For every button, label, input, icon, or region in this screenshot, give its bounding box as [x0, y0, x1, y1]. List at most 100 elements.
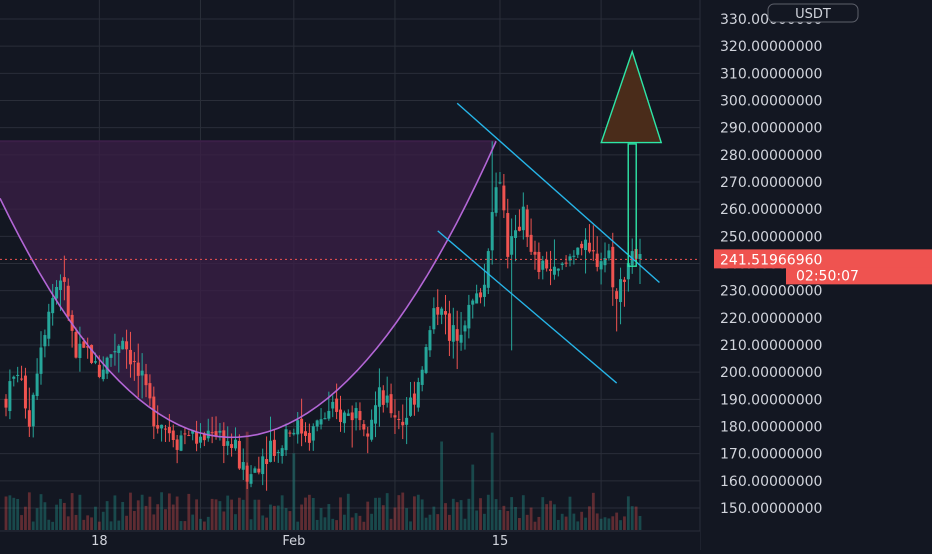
candle-body[interactable] [366, 433, 370, 437]
candle-body[interactable] [502, 185, 506, 211]
candle-body[interactable] [412, 393, 416, 405]
candle-body[interactable] [163, 428, 167, 430]
candle-body[interactable] [622, 279, 626, 282]
candle-body[interactable] [78, 343, 82, 358]
candle-body[interactable] [409, 397, 413, 416]
drawings-front[interactable] [0, 49, 700, 439]
candle-body[interactable] [23, 375, 27, 409]
candle-body[interactable] [214, 431, 218, 437]
candle-body[interactable] [132, 361, 136, 363]
candle-body[interactable] [615, 291, 619, 299]
candle-body[interactable] [335, 398, 339, 412]
candle-body[interactable] [303, 431, 307, 436]
candle-body[interactable] [529, 234, 533, 252]
candle-body[interactable] [374, 405, 378, 424]
candle-body[interactable] [389, 394, 393, 414]
candle-body[interactable] [463, 325, 467, 332]
candle-body[interactable] [191, 430, 195, 434]
candle-body[interactable] [292, 432, 296, 435]
candle-body[interactable] [272, 439, 276, 456]
candle-body[interactable] [125, 341, 129, 350]
candle-body[interactable] [619, 279, 623, 303]
candle-body[interactable] [560, 263, 564, 265]
candle-body[interactable] [51, 298, 55, 314]
candle-body[interactable] [572, 255, 576, 257]
candle-body[interactable] [576, 247, 580, 255]
candle-body[interactable] [179, 435, 183, 451]
candle-body[interactable] [241, 462, 245, 470]
candle-body[interactable] [300, 418, 304, 434]
candle-body[interactable] [533, 251, 537, 255]
candle-body[interactable] [156, 425, 160, 429]
candle-body[interactable] [167, 426, 171, 434]
candle-body[interactable] [140, 370, 144, 376]
candle-body[interactable] [109, 354, 113, 358]
candle-body[interactable] [307, 432, 311, 443]
candle-body[interactable] [444, 311, 448, 315]
candle-body[interactable] [607, 250, 611, 259]
candle-body[interactable] [591, 250, 595, 252]
candle-body[interactable] [16, 374, 20, 376]
candle-body[interactable] [202, 434, 206, 441]
candle-body[interactable] [545, 259, 549, 269]
candle-body[interactable] [498, 182, 502, 184]
candle-body[interactable] [342, 412, 346, 424]
candle-body[interactable] [261, 456, 265, 475]
candle-body[interactable] [58, 280, 62, 290]
candle-body[interactable] [541, 260, 545, 270]
candle-body[interactable] [35, 373, 39, 397]
candle-body[interactable] [354, 408, 358, 419]
candle-body[interactable] [556, 268, 560, 271]
candle-body[interactable] [552, 266, 556, 275]
candle-body[interactable] [514, 230, 518, 238]
candle-body[interactable] [105, 357, 109, 374]
candle-body[interactable] [66, 285, 70, 317]
candle-body[interactable] [584, 239, 588, 251]
candle-body[interactable] [128, 349, 132, 365]
candle-body[interactable] [440, 308, 444, 315]
candle-body[interactable] [370, 419, 374, 440]
candle-body[interactable] [4, 398, 8, 408]
candle-body[interactable] [626, 262, 630, 280]
candle-body[interactable] [436, 307, 440, 315]
candle-body[interactable] [405, 417, 409, 425]
candle-body[interactable] [510, 236, 514, 255]
candle-body[interactable] [568, 256, 572, 261]
candle-body[interactable] [144, 374, 148, 386]
candle-body[interactable] [222, 430, 226, 447]
candle-body[interactable] [459, 334, 463, 343]
candle-body[interactable] [284, 429, 288, 451]
candle-body[interactable] [385, 395, 389, 403]
candle-body[interactable] [506, 213, 510, 257]
candle-body[interactable] [296, 420, 300, 435]
candle-body[interactable] [381, 390, 385, 405]
price-axis[interactable]: 150.00000000 160.00000000 170.00000000 180.… [701, 0, 932, 550]
candle-body[interactable] [638, 254, 642, 260]
candle-body[interactable] [183, 433, 187, 435]
candle-body[interactable] [148, 383, 152, 399]
candle-body[interactable] [475, 293, 479, 304]
candle-body[interactable] [47, 311, 51, 339]
candle-body[interactable] [482, 284, 486, 297]
candle-body[interactable] [74, 332, 78, 358]
candle-body[interactable] [327, 410, 331, 419]
candle-body[interactable] [253, 468, 257, 473]
candle-body[interactable] [377, 387, 381, 407]
cup-arc-line[interactable] [0, 140, 497, 439]
candle-body[interactable] [230, 444, 234, 448]
candle-body[interactable] [195, 432, 199, 444]
candle-body[interactable] [564, 262, 568, 264]
candle-body[interactable] [93, 361, 97, 363]
candle-body[interactable] [249, 474, 253, 484]
candle-body[interactable] [521, 206, 525, 231]
candle-body[interactable] [62, 277, 66, 282]
candle-body[interactable] [603, 257, 607, 266]
candle-body[interactable] [490, 212, 494, 251]
candle-body[interactable] [187, 435, 191, 437]
candle-body[interactable] [113, 351, 117, 353]
candle-body[interactable] [467, 304, 471, 329]
channel-upper-line[interactable] [456, 102, 660, 284]
target-arrow-head[interactable] [600, 49, 663, 144]
candle-body[interactable] [494, 187, 498, 213]
